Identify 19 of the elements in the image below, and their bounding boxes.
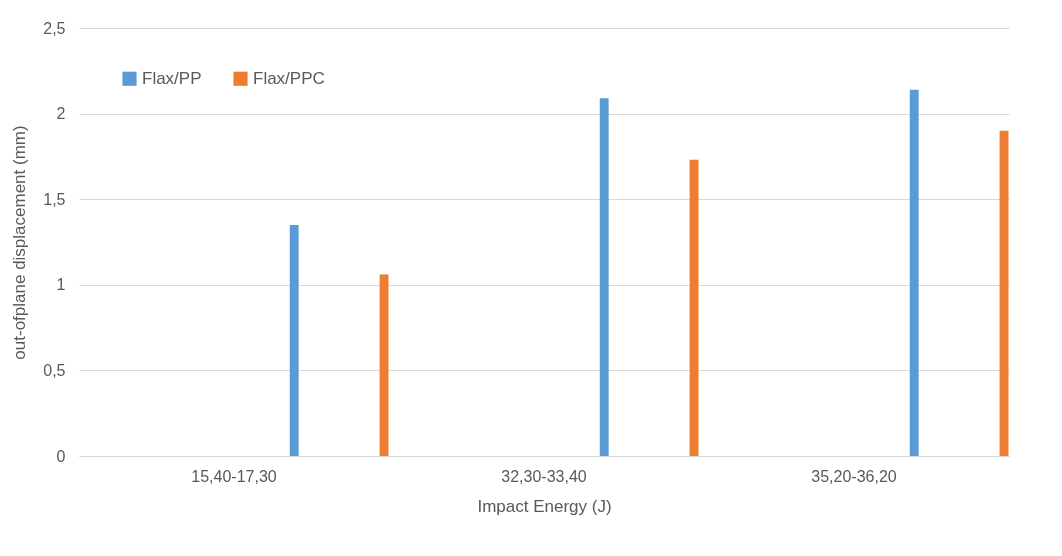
bar bbox=[289, 224, 299, 456]
x-tick-label: 15,40-17,30 bbox=[191, 467, 277, 485]
x-tick-label: 32,30-33,40 bbox=[501, 467, 587, 485]
y-axis-title: out-ofplane displacement (mm) bbox=[10, 125, 30, 360]
y-tick-label: 1 bbox=[56, 276, 66, 294]
y-tick-label: 1,5 bbox=[43, 190, 66, 208]
bar bbox=[999, 130, 1009, 456]
legend-label: Flax/PP bbox=[142, 68, 202, 88]
bar bbox=[909, 89, 919, 456]
y-tick-label: 2 bbox=[56, 105, 66, 123]
x-axis-title: Impact Energy (J) bbox=[477, 496, 612, 516]
bar bbox=[689, 159, 699, 456]
y-tick-label: 2,5 bbox=[43, 19, 66, 37]
y-tick-label: 0 bbox=[56, 447, 66, 465]
y-tick-label: 0,5 bbox=[43, 361, 66, 379]
bar bbox=[599, 98, 609, 456]
x-tick-label: 35,20-36,20 bbox=[811, 467, 897, 485]
bar bbox=[379, 274, 389, 456]
legend-label: Flax/PPC bbox=[253, 68, 325, 88]
